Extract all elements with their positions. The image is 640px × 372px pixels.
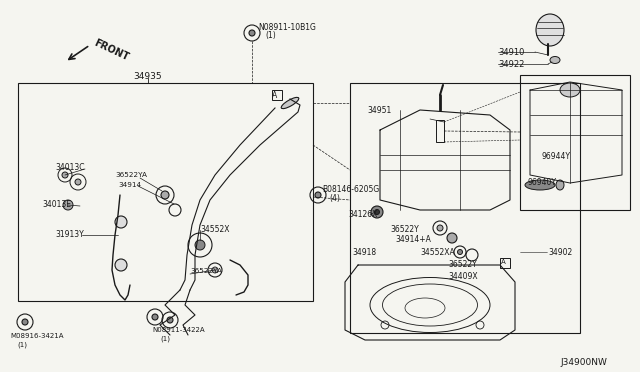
Text: N08911-10B1G: N08911-10B1G	[258, 23, 316, 32]
Circle shape	[62, 172, 68, 178]
Text: 96944Y: 96944Y	[542, 152, 571, 161]
Circle shape	[371, 206, 383, 218]
Circle shape	[115, 216, 127, 228]
Circle shape	[249, 30, 255, 36]
Text: 34552X: 34552X	[200, 225, 230, 234]
Text: 34552XA: 34552XA	[420, 248, 455, 257]
Bar	[436, 120, 444, 142]
Ellipse shape	[281, 97, 299, 109]
Circle shape	[315, 192, 321, 198]
Text: 96940Y: 96940Y	[528, 178, 557, 187]
Text: 36522YA: 36522YA	[115, 172, 147, 178]
Circle shape	[195, 240, 205, 250]
Text: 34126X: 34126X	[348, 210, 378, 219]
Circle shape	[22, 319, 28, 325]
Ellipse shape	[536, 14, 564, 46]
Text: 34914+A: 34914+A	[395, 235, 431, 244]
Circle shape	[63, 200, 73, 210]
Text: M08916-3421A: M08916-3421A	[10, 333, 63, 339]
Text: 34935: 34935	[134, 72, 163, 81]
Text: 34902: 34902	[548, 248, 572, 257]
Circle shape	[458, 250, 463, 254]
Circle shape	[161, 191, 169, 199]
Bar	[520, 75, 630, 210]
Circle shape	[152, 314, 158, 320]
Text: A: A	[500, 259, 506, 265]
Text: 34914: 34914	[118, 182, 141, 188]
Text: 36522YA: 36522YA	[190, 268, 222, 274]
Text: (4): (4)	[329, 194, 340, 203]
Bar	[18, 83, 313, 301]
Text: (1): (1)	[17, 341, 27, 347]
Text: 34013E: 34013E	[42, 200, 71, 209]
Ellipse shape	[560, 83, 580, 97]
Text: 34409X: 34409X	[448, 272, 477, 281]
Circle shape	[374, 209, 380, 215]
Text: 36522Y: 36522Y	[448, 260, 477, 269]
Ellipse shape	[525, 180, 555, 190]
Bar	[350, 83, 580, 333]
Text: J34900NW: J34900NW	[560, 358, 607, 367]
Bar	[500, 258, 510, 268]
Text: N08911-3422A: N08911-3422A	[152, 327, 205, 333]
Circle shape	[447, 233, 457, 243]
Text: (1): (1)	[265, 31, 276, 40]
Bar	[272, 90, 282, 100]
Text: (1): (1)	[160, 335, 170, 341]
Circle shape	[437, 225, 443, 231]
Circle shape	[115, 259, 127, 271]
Text: 36522Y: 36522Y	[390, 225, 419, 234]
Text: 34013C: 34013C	[55, 163, 84, 172]
Text: FRONT: FRONT	[92, 38, 130, 63]
Ellipse shape	[550, 57, 560, 64]
Text: A: A	[273, 91, 278, 100]
Text: 34918: 34918	[352, 248, 376, 257]
Ellipse shape	[556, 180, 564, 190]
Circle shape	[167, 317, 173, 323]
Circle shape	[75, 179, 81, 185]
Text: 34951: 34951	[368, 106, 392, 115]
Text: 31913Y: 31913Y	[55, 230, 84, 239]
Circle shape	[212, 267, 218, 273]
Text: B08146-6205G: B08146-6205G	[322, 185, 380, 194]
Text: 34910: 34910	[498, 48, 524, 57]
Text: 34922: 34922	[498, 60, 524, 69]
